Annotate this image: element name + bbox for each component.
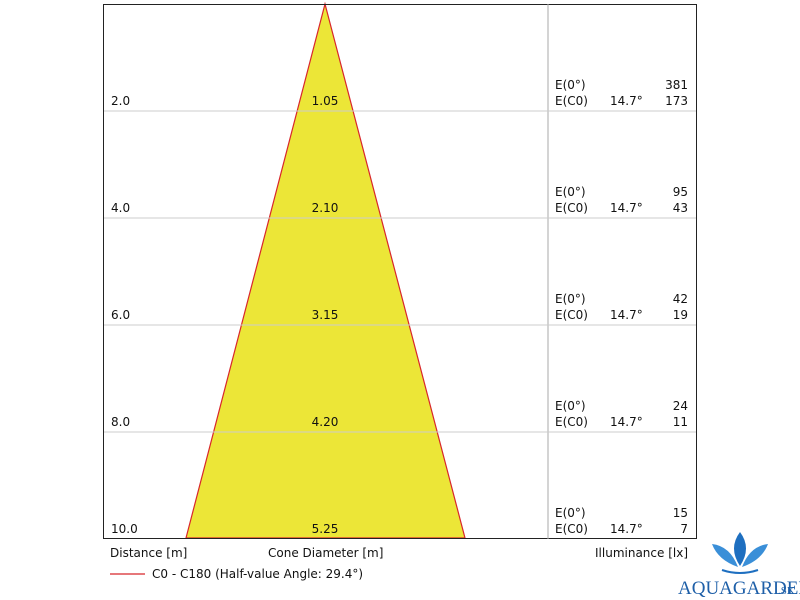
- ec0-value: 43: [673, 201, 688, 215]
- illuminance-header: Illuminance [lx]: [595, 546, 688, 560]
- ec0-value: 11: [673, 415, 688, 429]
- e0-value: 42: [673, 292, 688, 306]
- e0-label: E(0°): [555, 292, 586, 306]
- distance-header: Distance [m]: [110, 546, 187, 560]
- logo-icon: [712, 532, 768, 574]
- angle: 14.7°: [610, 308, 643, 322]
- cone-diameter: 5.25: [312, 522, 339, 536]
- cone-diameter: 1.05: [312, 94, 339, 108]
- logo-suffix: .SK: [778, 585, 795, 597]
- ec0-value: 19: [673, 308, 688, 322]
- e0-value: 95: [673, 185, 688, 199]
- ec0-label: E(C0): [555, 415, 588, 429]
- distance: 10.0: [111, 522, 138, 536]
- distance: 2.0: [111, 94, 130, 108]
- ec0-label: E(C0): [555, 201, 588, 215]
- e0-label: E(0°): [555, 78, 586, 92]
- ec0-label: E(C0): [555, 522, 588, 536]
- cone-diameter: 2.10: [312, 201, 339, 215]
- angle: 14.7°: [610, 94, 643, 108]
- e0-label: E(0°): [555, 506, 586, 520]
- cone-diameter: 4.20: [312, 415, 339, 429]
- ec0-value: 7: [680, 522, 688, 536]
- ec0-value: 173: [665, 94, 688, 108]
- light-cone: [185, 1, 466, 539]
- legend-label: C0 - C180 (Half-value Angle: 29.4°): [152, 567, 363, 581]
- distance: 8.0: [111, 415, 130, 429]
- distance: 4.0: [111, 201, 130, 215]
- ec0-label: E(C0): [555, 308, 588, 322]
- e0-label: E(0°): [555, 399, 586, 413]
- cone-diameter: 3.15: [312, 308, 339, 322]
- frame: [103, 4, 697, 539]
- diameter-header: Cone Diameter [m]: [268, 546, 383, 560]
- e0-value: 24: [673, 399, 688, 413]
- ec0-label: E(C0): [555, 94, 588, 108]
- e0-value: 15: [673, 506, 688, 520]
- logo-name: AQUAGARDEN: [678, 578, 800, 599]
- angle: 14.7°: [610, 415, 643, 429]
- e0-value: 381: [665, 78, 688, 92]
- angle: 14.7°: [610, 522, 643, 536]
- e0-label: E(0°): [555, 185, 586, 199]
- distance: 6.0: [111, 308, 130, 322]
- angle: 14.7°: [610, 201, 643, 215]
